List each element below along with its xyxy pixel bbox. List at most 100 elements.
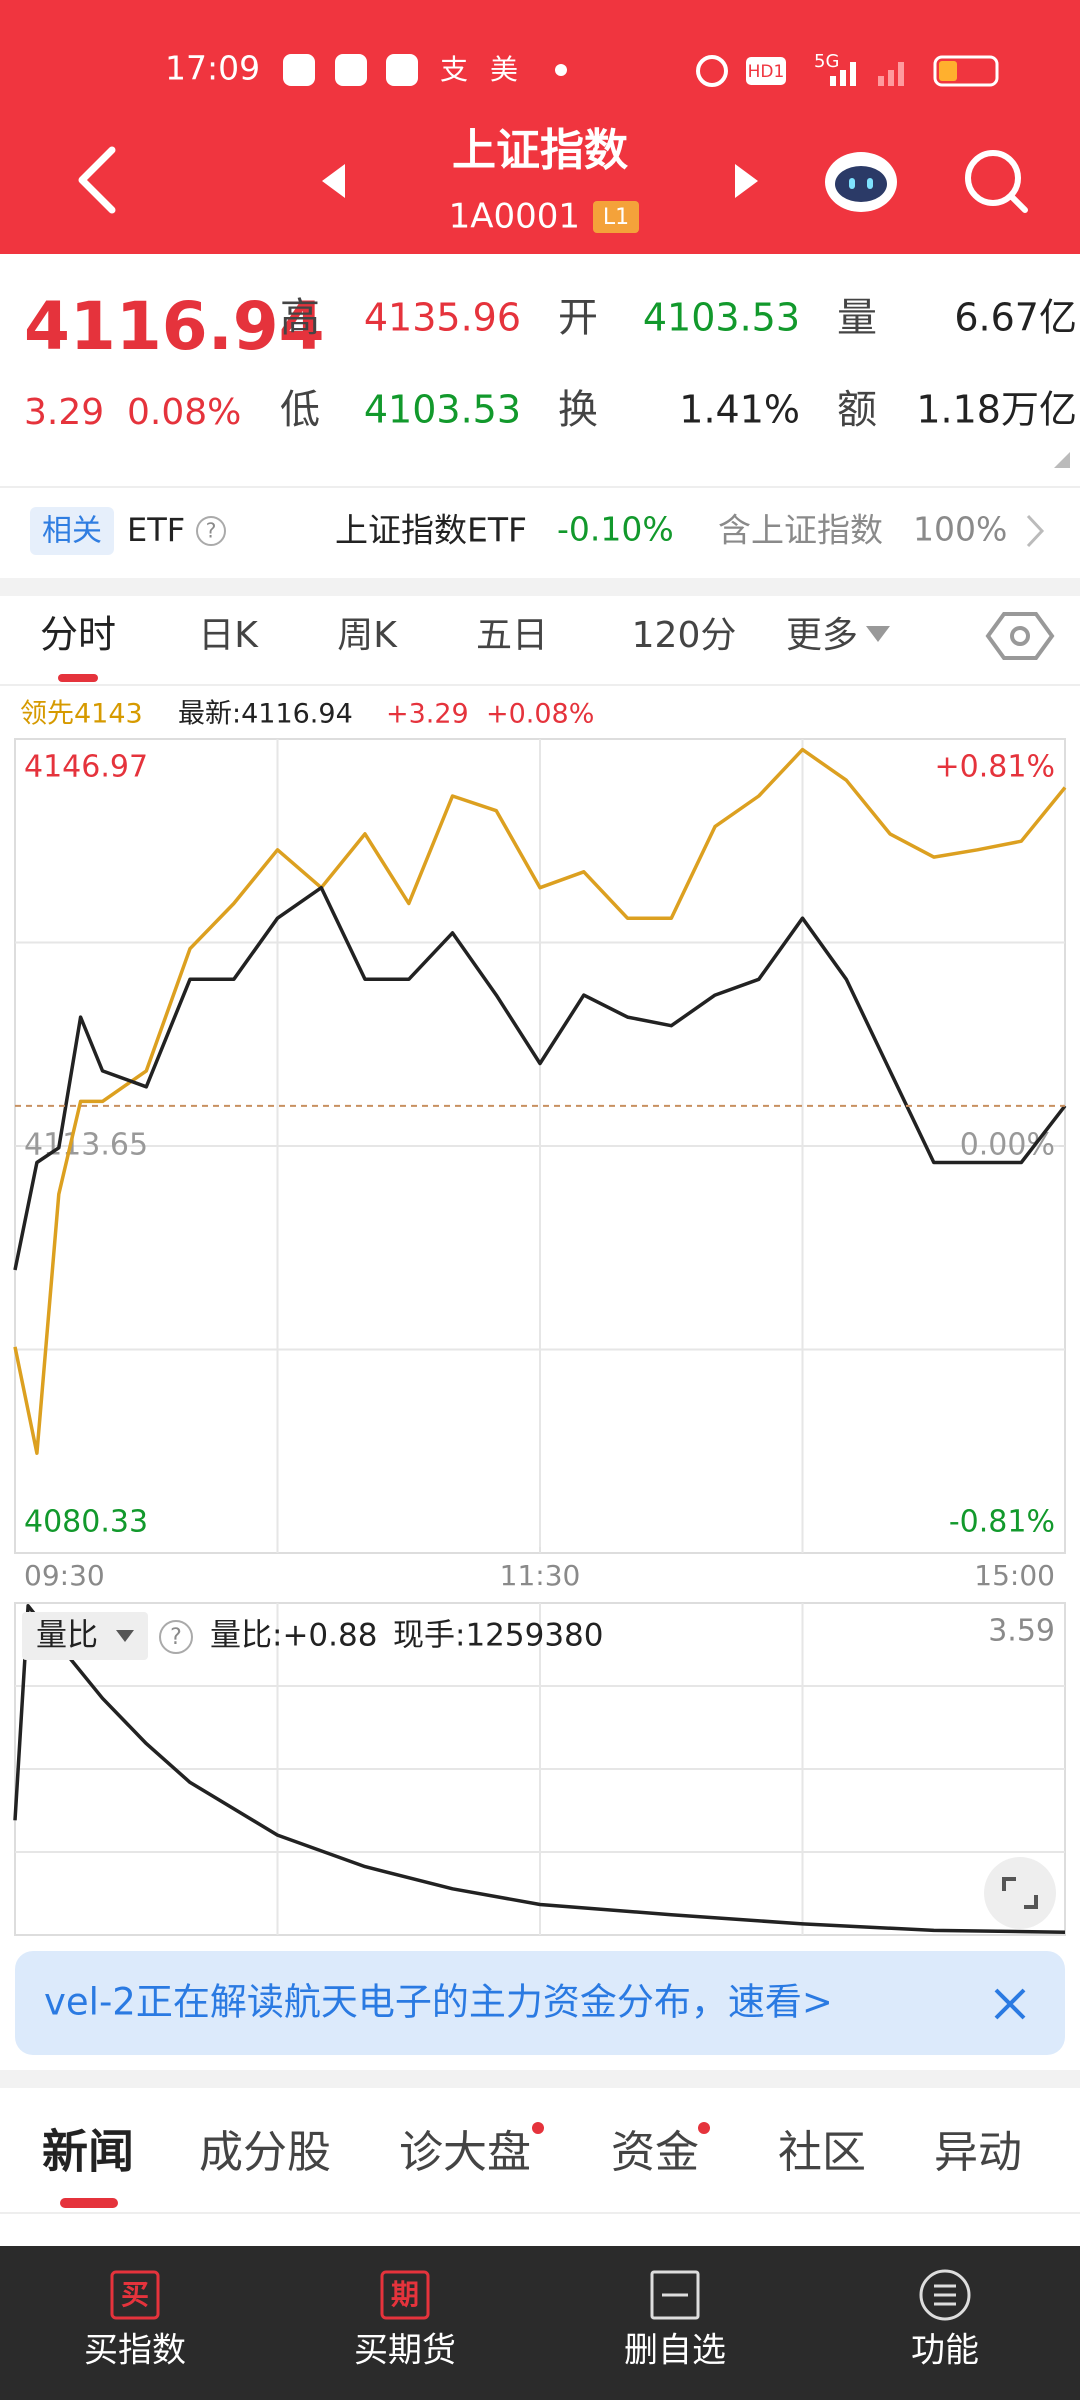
nav-icon-text: 买	[121, 2278, 149, 2311]
help-icon	[159, 1620, 193, 1654]
section-gap	[0, 2070, 1080, 2088]
robot-face	[835, 166, 887, 202]
fullscreen-icon	[1002, 1877, 1038, 1909]
nav-item[interactable]: 期 买期货	[354, 2270, 456, 2371]
settings-button[interactable]	[985, 612, 1055, 660]
status-time: 17:09	[165, 49, 260, 88]
current-hand: 现手:1259380	[393, 1618, 604, 1654]
etf-row[interactable]: 相关 ETF ? 上证指数ETF -0.10% 含上证指数 100%	[30, 507, 1045, 555]
nav-label: 买期货	[354, 2331, 456, 2371]
fullscreen-button[interactable]	[984, 1857, 1056, 1929]
tab[interactable]: 更多	[786, 615, 858, 656]
nav-icon	[919, 2269, 971, 2321]
etf-change: -0.10%	[557, 510, 674, 549]
nav-label: 删自选	[624, 2331, 726, 2371]
tab[interactable]: 周K	[337, 615, 398, 656]
level-badge	[593, 201, 639, 233]
series-line	[13, 885, 1067, 1271]
search-button[interactable]	[965, 150, 1028, 213]
ratio-value: 量比:+0.88	[210, 1618, 377, 1654]
divider	[0, 684, 1080, 686]
back-button[interactable]	[78, 146, 116, 214]
robot-eye	[867, 178, 873, 189]
legend-change: +3.29	[386, 699, 469, 730]
nav-icon-line	[934, 2284, 956, 2306]
robot-eye	[849, 178, 855, 189]
alarm-icon	[696, 55, 728, 87]
status-icon-text: 支	[440, 53, 468, 86]
ratio-title: 量比	[36, 1618, 98, 1654]
tab[interactable]: 分时	[40, 613, 116, 657]
nav-icon	[380, 2270, 430, 2320]
news-underline	[60, 2198, 118, 2208]
etf-kind: ETF	[127, 511, 185, 549]
fullscreen-bg	[984, 1857, 1056, 1929]
net-text: 5G	[814, 51, 839, 72]
field-label: 低	[280, 387, 320, 433]
nav-icon	[110, 2270, 160, 2320]
news-tab[interactable]: 资金	[611, 2127, 699, 2178]
ratio-select[interactable]	[22, 1612, 148, 1660]
legend-pct: +0.08%	[486, 699, 594, 730]
etf-holding-label: 含上证指数	[718, 511, 883, 550]
battery	[933, 55, 999, 87]
tab[interactable]: 日K	[198, 615, 259, 656]
nav-item[interactable]: 功能	[911, 2269, 979, 2371]
price: 4116.94	[24, 288, 325, 365]
red-dot	[532, 2122, 544, 2134]
prev-button[interactable]	[322, 164, 345, 198]
tab[interactable]: 五日	[476, 615, 548, 656]
signal	[878, 62, 904, 86]
nav-icon	[650, 2270, 700, 2320]
x-tick-label: 15:00	[974, 1559, 1055, 1592]
etf-holding-pct: 100%	[913, 510, 1007, 549]
code: 1A0001	[449, 197, 580, 237]
help-text: ?	[206, 519, 217, 543]
field-value: 4103.53	[364, 388, 521, 432]
close-button[interactable]	[994, 1988, 1026, 2020]
dropdown-arrow	[116, 1630, 134, 1642]
robot-button[interactable]	[825, 152, 897, 212]
legend-latest: 最新:4116.94	[178, 699, 353, 730]
etf-tag-text: 相关	[42, 514, 102, 549]
nav-item[interactable]: 买 买指数	[84, 2270, 186, 2371]
settings-dot	[1010, 626, 1030, 646]
change: 3.29	[24, 392, 104, 433]
help-text: ?	[170, 1625, 182, 1650]
tab[interactable]: 120分	[632, 615, 737, 656]
news-tab[interactable]: 异动	[934, 2127, 1022, 2178]
field-label: 额	[837, 387, 877, 433]
banner-text: vel-2正在解读航天电子的主力资金分布，速看>	[44, 1981, 833, 2024]
x-tick-label: 09:30	[24, 1559, 105, 1592]
status-icon-text: 美	[490, 53, 518, 86]
field-label: 量	[837, 295, 877, 341]
field-value: 1.18万亿	[916, 388, 1077, 432]
nav-icon-text: 期	[391, 2278, 419, 2311]
news-tab[interactable]: 成分股	[199, 2127, 331, 2178]
etf-fund: 上证指数ETF	[335, 511, 527, 550]
chart: 3.59	[13, 1602, 1066, 1936]
signal	[830, 62, 856, 86]
series-line	[13, 747, 1067, 1455]
news-tab[interactable]: 新闻	[42, 2125, 134, 2179]
field-value: 6.67亿	[954, 296, 1077, 340]
search-handle	[1008, 193, 1028, 213]
bottom-nav	[0, 2246, 1080, 2400]
hd-text: HD1	[748, 62, 785, 82]
field-label: 换	[558, 387, 598, 433]
banner[interactable]	[15, 1951, 1065, 2055]
status-icon	[283, 54, 315, 86]
x-tick-label: 11:30	[500, 1559, 581, 1592]
next-button[interactable]	[735, 164, 758, 198]
y-tick-label: 4080.33	[24, 1505, 148, 1540]
field-value: 1.41%	[679, 388, 800, 432]
news-tab[interactable]: 诊大盘	[399, 2127, 531, 2178]
nav-item[interactable]: 删自选	[624, 2270, 726, 2371]
news-tab[interactable]: 社区	[778, 2127, 866, 2178]
expand-corner[interactable]	[1054, 452, 1070, 468]
y2-tick-label: +0.81%	[935, 750, 1055, 785]
section-gap	[0, 578, 1080, 596]
